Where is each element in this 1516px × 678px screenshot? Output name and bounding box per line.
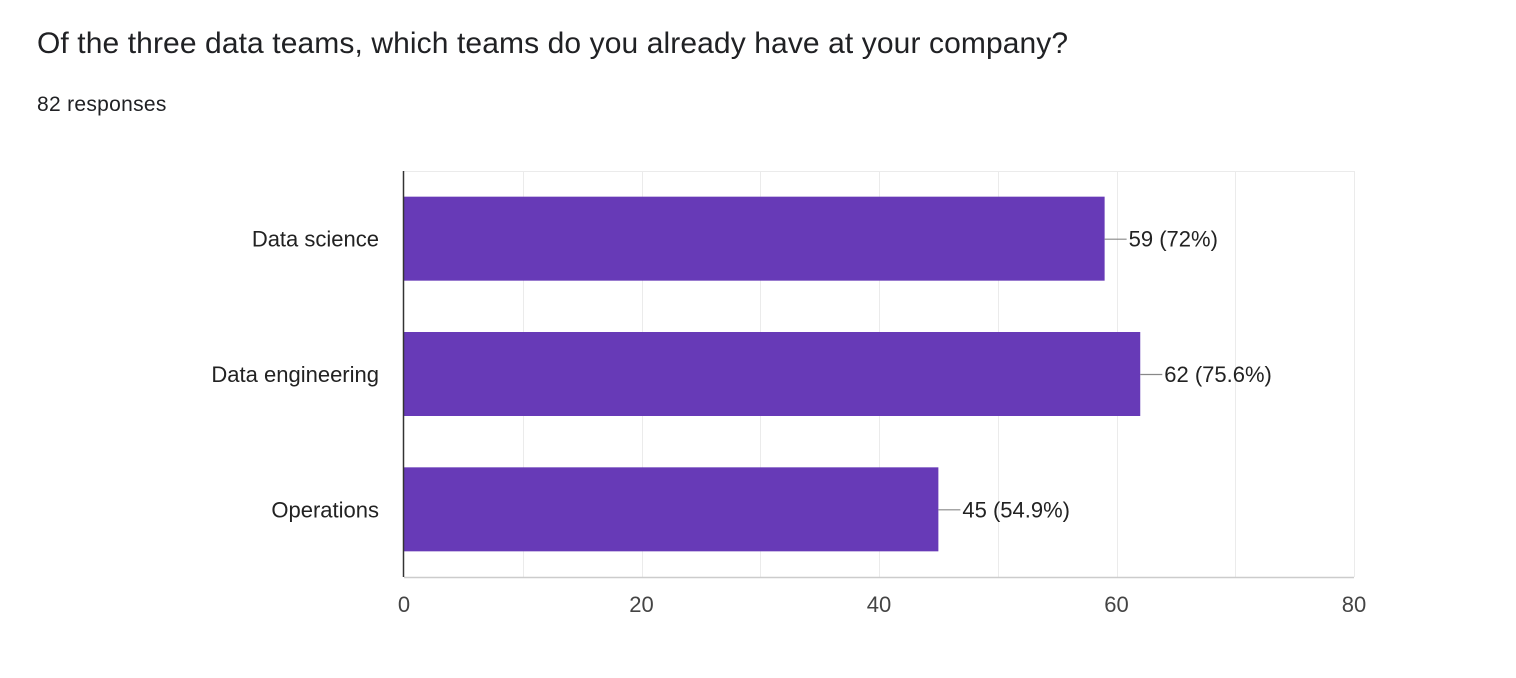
x-tick-label: 0 bbox=[398, 592, 410, 617]
category-label: Operations bbox=[271, 497, 379, 522]
question-title: Of the three data teams, which teams do … bbox=[37, 27, 1069, 60]
category-label: Data science bbox=[252, 227, 379, 252]
x-tick-label: 20 bbox=[629, 592, 653, 617]
axes bbox=[402, 171, 1354, 579]
x-tick-label: 80 bbox=[1342, 592, 1366, 617]
x-tick-label: 40 bbox=[867, 592, 891, 617]
data-label: 45 (54.9%) bbox=[962, 497, 1070, 522]
response-count: 82 responses bbox=[37, 93, 167, 116]
bar bbox=[404, 196, 1105, 281]
bar bbox=[404, 332, 1141, 416]
bar bbox=[404, 467, 939, 552]
category-label: Data engineering bbox=[211, 362, 379, 387]
x-tick-label: 60 bbox=[1104, 592, 1128, 617]
bars bbox=[404, 196, 1141, 552]
labels: 59 (72%) Data science 62 (75.6%) Data engin… bbox=[211, 227, 1366, 617]
data-label: 59 (72%) bbox=[1129, 227, 1218, 252]
data-label: 62 (75.6%) bbox=[1164, 362, 1272, 387]
